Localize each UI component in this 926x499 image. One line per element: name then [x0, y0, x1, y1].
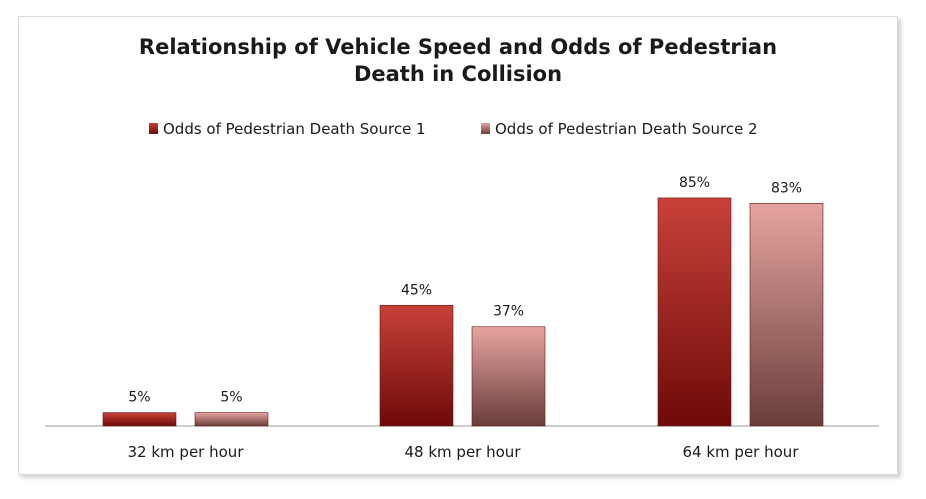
- legend: Odds of Pedestrian Death Source 1 Odds o…: [149, 120, 758, 138]
- x-tick-label-3: 64 km per hour: [683, 443, 800, 461]
- bar-source-1-1: [102, 412, 177, 427]
- data-label-source-1-3: 85%: [679, 175, 710, 191]
- chart-svg: Relationship of Vehicle Speed and Odds o…: [45, 35, 879, 461]
- bar-source-2-3: [749, 202, 824, 427]
- x-tick-label-1: 32 km per hour: [128, 443, 245, 461]
- bar-source-1-3: [657, 197, 732, 427]
- bar-source-2-2: [471, 326, 546, 427]
- legend-label-source-1: Odds of Pedestrian Death Source 1: [163, 120, 426, 138]
- data-label-source-1-1: 5%: [128, 390, 150, 406]
- legend-label-source-2: Odds of Pedestrian Death Source 2: [495, 120, 758, 138]
- chart-title-line-1: Relationship of Vehicle Speed and Odds o…: [139, 35, 777, 59]
- data-label-source-2-1: 5%: [220, 390, 242, 406]
- chart-frame: Relationship of Vehicle Speed and Odds o…: [18, 16, 898, 475]
- data-label-source-2-2: 37%: [493, 304, 524, 320]
- data-label-source-1-2: 45%: [401, 282, 432, 298]
- legend-swatch-source-2: [481, 123, 490, 134]
- bar-source-1-2: [379, 304, 454, 427]
- data-label-source-2-3: 83%: [771, 180, 802, 196]
- bar-source-2-1: [194, 412, 269, 427]
- bars-group: [102, 197, 824, 427]
- tick-labels-group: 32 km per hour 48 km per hour 64 km per ho…: [128, 443, 800, 461]
- x-tick-label-2: 48 km per hour: [405, 443, 522, 461]
- legend-swatch-source-1: [149, 123, 158, 134]
- data-labels-group: 5% 5% 45% 37% 85% 83%: [128, 175, 802, 406]
- chart-title-line-2: Death in Collision: [354, 62, 562, 86]
